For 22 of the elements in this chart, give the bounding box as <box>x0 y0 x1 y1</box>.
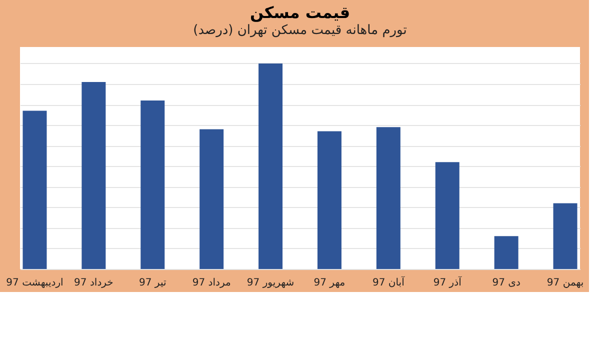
bar <box>22 110 47 269</box>
bar <box>200 129 224 269</box>
chart-subtitle: تورم ماهانه قیمت مسکن تهران (درصد) <box>193 23 408 38</box>
x-tick-label: دی 97 <box>492 278 520 288</box>
bar <box>258 63 283 269</box>
bar <box>140 100 165 269</box>
x-tick-label: آبان 97 <box>372 276 406 288</box>
x-tick-label: خرداد 97 <box>74 278 114 288</box>
bar <box>553 203 578 269</box>
chart-title: قیمت مسکن <box>250 3 350 22</box>
x-tick-label: بهمن 97 <box>546 278 584 288</box>
bar <box>494 236 518 269</box>
bar <box>82 82 106 269</box>
x-tick-label: اردیبهشت 97 <box>6 278 64 288</box>
bar <box>317 131 342 269</box>
x-tick-label: تیر 97 <box>139 278 166 288</box>
x-tick-label: شهریور 97 <box>246 278 294 288</box>
bar <box>376 127 400 269</box>
x-tick-label: آذر 97 <box>433 276 463 288</box>
x-tick-label: مهر 97 <box>314 278 346 288</box>
x-tick-label: مرداد 97 <box>192 278 231 288</box>
bar <box>435 162 460 269</box>
